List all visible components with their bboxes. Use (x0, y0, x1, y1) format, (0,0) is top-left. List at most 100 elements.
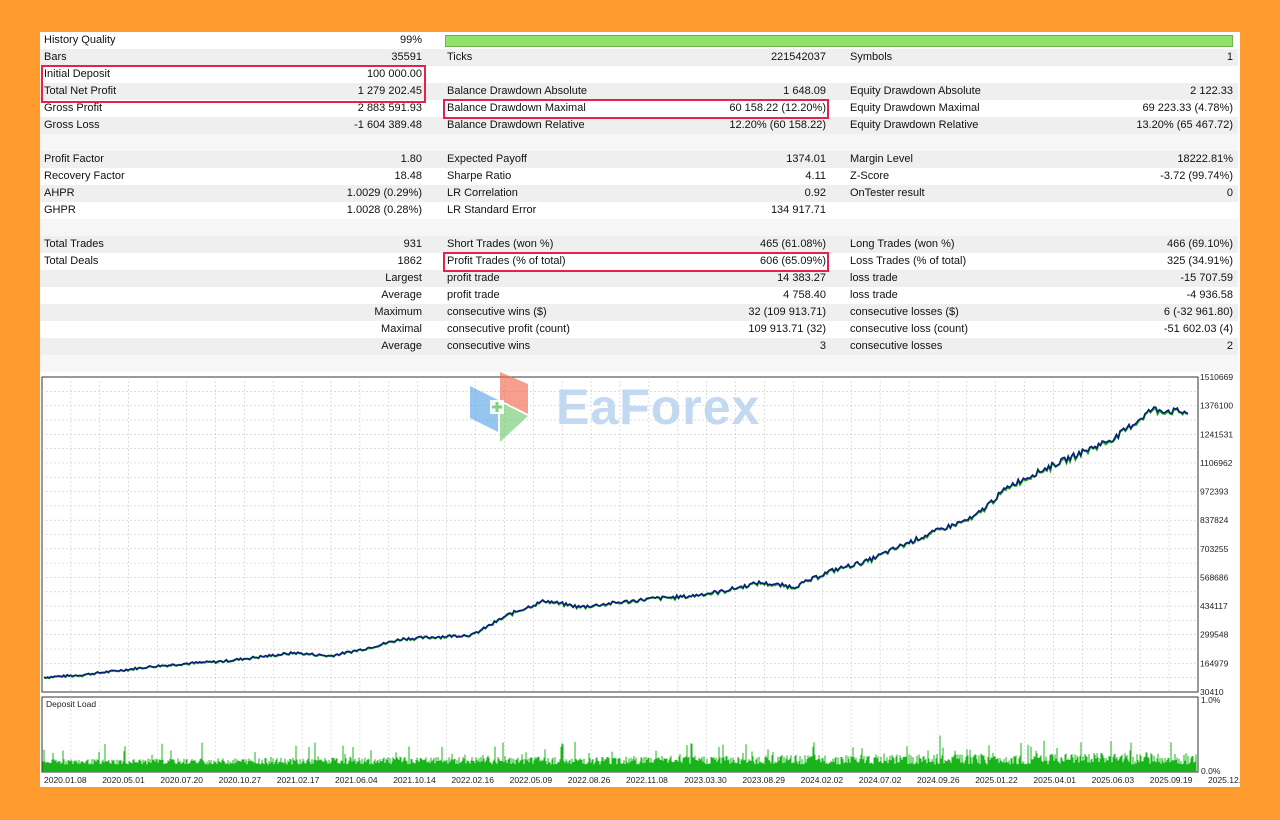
chart-svg: 1510669 1376100 1241531 1106962 972393 837824… (41, 372, 1251, 785)
spacer-row (40, 355, 1238, 372)
lr-correlation-label: LR Correlation (447, 187, 518, 199)
deposit-load-bars (42, 735, 1197, 772)
largest-loss-trade-label: loss trade (850, 272, 898, 284)
history-quality-row: History Quality 99% (40, 32, 1238, 49)
short-trades-value: 465 (61.08%) (759, 238, 826, 250)
ghpr-value: 1.0028 (0.28%) (346, 204, 422, 216)
equity-drawdown-maximal-value: 69 223.33 (4.78%) (1142, 102, 1233, 114)
y-tick-label: 1241531 (1200, 429, 1233, 439)
report-row: Total Net Profit 1 279 202.45 Balance Dr… (40, 83, 1238, 100)
balance-line (43, 406, 1189, 679)
bars-label: Bars (44, 51, 67, 63)
x-tick-label: 2025.09.19 (1150, 775, 1193, 785)
backtest-report-table: History Quality 99% Bars 35591 Ticks 221… (40, 32, 1240, 374)
largest-loss-trade-value: -15 707.59 (1180, 272, 1233, 284)
history-quality-value: 99% (399, 34, 422, 46)
report-row: Maximal consecutive profit (count) 109 9… (40, 321, 1238, 338)
x-tick-label: 2025.12.16 (1208, 775, 1240, 785)
x-tick-label: 2020.07.20 (160, 775, 203, 785)
average-label: Average (381, 289, 422, 301)
y-tick-label: 568686 (1200, 572, 1229, 582)
profit-factor-value: 1.80 (400, 153, 422, 165)
y-tick-label: 434117 (1200, 601, 1228, 611)
lr-standard-error-label: LR Standard Error (447, 204, 537, 216)
eaforex-logo-icon (470, 372, 528, 442)
report-row: Average profit trade 4 758.40 loss trade… (40, 287, 1238, 304)
y-tick-label: 30410 (1200, 687, 1224, 697)
gross-profit-label: Gross Profit (44, 102, 103, 114)
average-consecutive-label: Average (381, 340, 422, 352)
consecutive-losses-money-label: consecutive losses ($) (850, 306, 959, 318)
history-quality-label: History Quality (44, 34, 116, 46)
lr-correlation-value: 0.92 (804, 187, 826, 199)
ontester-result-value: 0 (1226, 187, 1233, 199)
average-consecutive-wins-value: 3 (819, 340, 826, 352)
balance-drawdown-absolute-label: Balance Drawdown Absolute (447, 85, 588, 97)
largest-label: Largest (385, 272, 422, 284)
x-tick-label: 2022.02.16 (451, 775, 494, 785)
ahpr-value: 1.0029 (0.29%) (346, 187, 422, 199)
symbols-value: 1 (1226, 51, 1233, 63)
consecutive-wins-money-value: 32 (109 913.71) (748, 306, 826, 318)
report-row: Gross Profit 2 883 591.93 Balance Drawdo… (40, 100, 1238, 117)
report-row: Total Trades 931 Short Trades (won %) 46… (40, 236, 1238, 253)
profit-factor-label: Profit Factor (44, 153, 104, 165)
sharpe-ratio-label: Sharpe Ratio (447, 170, 512, 182)
total-deals-label: Total Deals (44, 255, 99, 267)
z-score-label: Z-Score (850, 170, 890, 182)
x-tick-label: 2024.07.02 (859, 775, 902, 785)
largest-profit-trade-value: 14 383.27 (777, 272, 826, 284)
long-trades-value: 466 (69.10%) (1166, 238, 1233, 250)
equity-drawdown-absolute-value: 2 122.33 (1190, 85, 1233, 97)
x-tick-label: 2025.06.03 (1092, 775, 1135, 785)
load-y-tick-label: 1.0% (1201, 695, 1221, 705)
x-tick-label: 2023.03.30 (684, 775, 727, 785)
spacer-row (40, 134, 1238, 151)
y-tick-label: 972393 (1200, 487, 1229, 497)
history-quality-bar (445, 35, 1233, 47)
report-row: Largest profit trade 14 383.27 loss trad… (40, 270, 1238, 287)
watermark: EaForex (460, 368, 880, 446)
average-profit-trade-value: 4 758.40 (783, 289, 826, 301)
lr-standard-error-value: 134 917.71 (770, 204, 826, 216)
recovery-factor-label: Recovery Factor (44, 170, 125, 182)
x-tick-label: 2022.08.26 (568, 775, 611, 785)
profit-trades-highlight (443, 252, 829, 272)
x-tick-label: 2021.02.17 (277, 775, 320, 785)
y-tick-label: 299548 (1200, 630, 1229, 640)
x-tick-label: 2021.06.04 (335, 775, 378, 785)
equity-drawdown-absolute-label: Equity Drawdown Absolute (850, 85, 981, 97)
loss-trades-value: 325 (34.91%) (1166, 255, 1233, 267)
x-tick-label: 2022.11.08 (626, 775, 668, 785)
average-loss-trade-value: -4 936.58 (1186, 289, 1233, 301)
consecutive-profit-count-value: 109 913.71 (32) (748, 323, 826, 335)
average-consecutive-losses-label: consecutive losses (850, 340, 943, 352)
z-score-value: -3.72 (99.74%) (1160, 170, 1233, 182)
y-tick-label: 1106962 (1200, 458, 1233, 468)
report-row: Recovery Factor 18.48 Sharpe Ratio 4.11 … (40, 168, 1238, 185)
consecutive-loss-count-value: -51 602.03 (4) (1163, 323, 1233, 335)
report-row: Bars 35591 Ticks 221542037 Symbols 1 (40, 49, 1238, 66)
initial-deposit-value: 100 000.00 (366, 68, 422, 80)
x-tick-label: 2023.08.29 (742, 775, 785, 785)
report-row: AHPR 1.0029 (0.29%) LR Correlation 0.92 … (40, 185, 1238, 202)
x-tick-label: 2024.02.02 (801, 775, 844, 785)
balance-drawdown-maximal-value: 60 158.22 (12.20%) (729, 102, 826, 114)
y-tick-label: 837824 (1200, 515, 1229, 525)
average-consecutive-losses-value: 2 (1226, 340, 1233, 352)
margin-level-label: Margin Level (850, 153, 913, 165)
balance-equity-chart: 1510669 1376100 1241531 1106962 972393 837824… (40, 372, 1251, 787)
x-tick-label: 2024.09.26 (917, 775, 960, 785)
balance-drawdown-relative-value: 12.20% (60 158.22) (729, 119, 826, 131)
load-y-tick-label: 0.0% (1201, 766, 1221, 776)
report-row: Initial Deposit 100 000.00 (40, 66, 1238, 83)
x-tick-label: 2021.10.14 (393, 775, 436, 785)
maximal-label: Maximal (381, 323, 422, 335)
report-row: GHPR 1.0028 (0.28%) LR Standard Error 13… (40, 202, 1238, 219)
x-tick-label: 2020.05.01 (102, 775, 145, 785)
spacer-row (40, 219, 1238, 236)
bars-value: 35591 (391, 51, 422, 63)
equity-drawdown-maximal-label: Equity Drawdown Maximal (850, 102, 980, 114)
consecutive-profit-count-label: consecutive profit (count) (447, 323, 570, 335)
ontester-result-label: OnTester result (850, 187, 925, 199)
